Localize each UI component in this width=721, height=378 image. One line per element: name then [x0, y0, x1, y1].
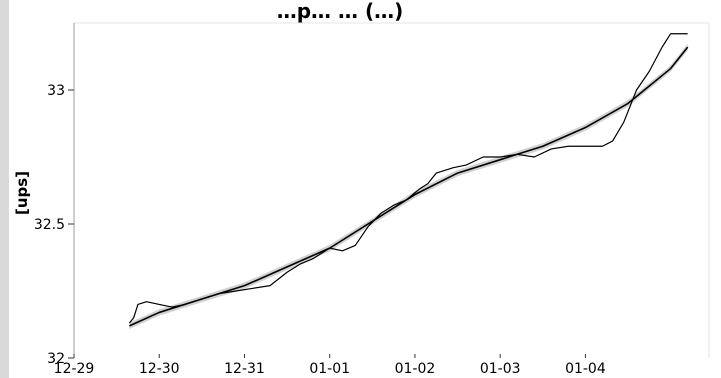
chart-title: …p… … (…) — [277, 0, 404, 23]
left-margin-strip — [0, 0, 9, 378]
fit-confidence-band — [129, 43, 688, 330]
x-tick-label: 01-01 — [309, 361, 350, 377]
x-tick-label: 01-02 — [395, 361, 436, 377]
y-tick-label: 32 — [47, 351, 65, 367]
x-tick-label: 01-03 — [480, 361, 521, 377]
x-tick-label: 12-30 — [139, 361, 180, 377]
plot-frame — [74, 22, 710, 358]
series-lines — [128, 33, 689, 327]
x-tick-label: 01-04 — [565, 361, 606, 377]
observed-series-line — [128, 33, 688, 324]
axes: 32 32.5 33 12-29 12-30 12-31 01-01 01-02 01-03 01… — [34, 23, 606, 377]
y-tick-label: 33 — [47, 83, 65, 99]
y-tick-label: 32.5 — [34, 217, 65, 233]
x-tick-label: 12-31 — [224, 361, 265, 377]
fit-confidence-band-group — [129, 43, 688, 330]
smoothed-fit-line — [129, 46, 689, 327]
x-tick-label: 12-29 — [54, 361, 95, 377]
y-axis-title: [ups] — [13, 171, 31, 215]
